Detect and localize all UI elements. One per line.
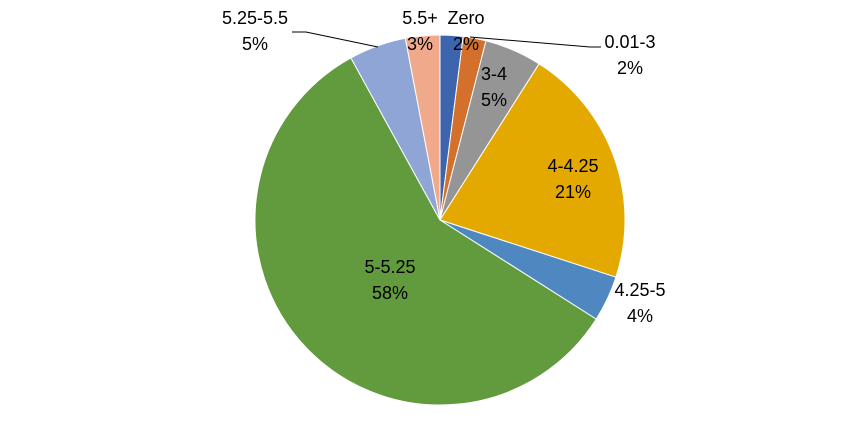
slice-value-label: 5% <box>481 90 507 110</box>
pie-slice-4-4.25 <box>439 63 626 278</box>
leader-line-5.25-5.5 <box>292 31 379 48</box>
slice-category-label: 3-4 <box>481 64 507 84</box>
slice-category-label: 4.25-5 <box>614 280 665 300</box>
slice-value-label: 58% <box>372 283 408 303</box>
slice-category-label: 5-5.25 <box>364 257 415 277</box>
leader-line-0.01-3 <box>469 36 601 48</box>
slice-value-label: 2% <box>617 58 643 78</box>
slice-category-label: 4-4.25 <box>547 156 598 176</box>
slice-value-label: 2% <box>453 34 479 54</box>
slice-category-label: 0.01-3 <box>604 32 655 52</box>
slice-value-label: 3% <box>407 34 433 54</box>
slice-value-label: 5% <box>242 34 268 54</box>
slice-category-label: 5.25-5.5 <box>222 8 288 28</box>
pie-slice-5.5+ <box>404 34 441 221</box>
slice-category-label: Zero <box>447 8 484 28</box>
slice-category-label: 5.5+ <box>402 8 438 28</box>
pie-slice-5-5.25 <box>254 57 597 406</box>
slice-value-label: 21% <box>555 182 591 202</box>
slice-value-label: 4% <box>627 306 653 326</box>
